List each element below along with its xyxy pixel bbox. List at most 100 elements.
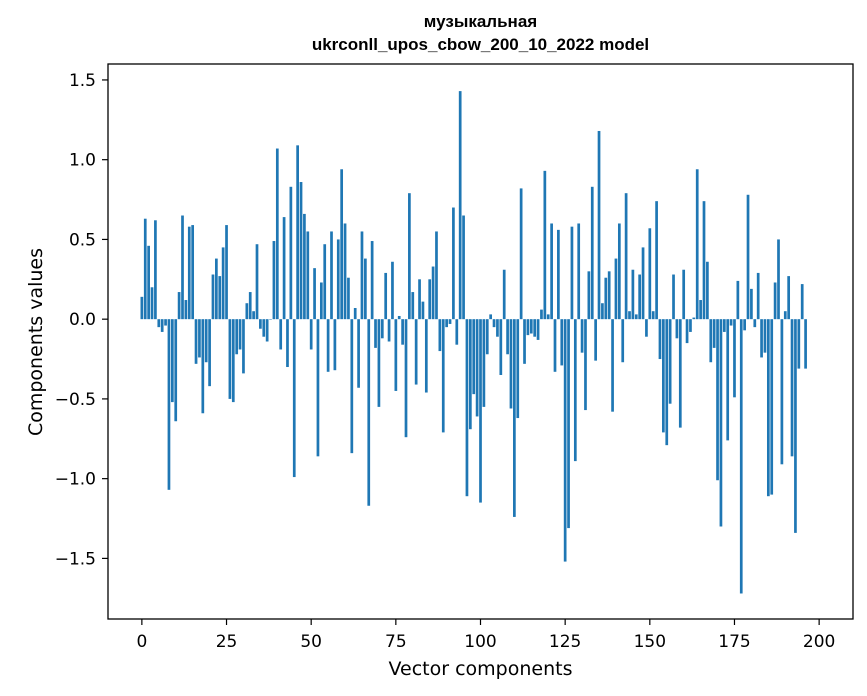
bar-118 — [540, 309, 543, 320]
bar-152 — [655, 201, 658, 320]
bar-40 — [275, 148, 279, 320]
bar-182 — [756, 272, 760, 320]
bar-58 — [336, 239, 340, 320]
bar-87 — [435, 231, 438, 320]
bar-55 — [326, 319, 330, 372]
bar-151 — [651, 311, 655, 320]
bar-129 — [577, 223, 581, 320]
bar-39 — [272, 241, 276, 320]
bar-75 — [394, 319, 398, 391]
bar-19 — [204, 319, 208, 363]
bar-9 — [170, 319, 174, 403]
bar-17 — [198, 319, 201, 358]
bar-176 — [736, 280, 740, 320]
bar-134 — [594, 319, 597, 361]
bar-28 — [235, 319, 239, 355]
bar-36 — [262, 319, 266, 337]
bar-191 — [787, 276, 791, 320]
bar-100 — [479, 319, 482, 503]
bar-29 — [238, 319, 242, 350]
bar-33 — [252, 311, 255, 320]
bar-13 — [184, 300, 188, 320]
bar-195 — [800, 284, 804, 320]
x-tick-label: 175 — [718, 632, 750, 652]
bar-4 — [154, 220, 157, 320]
x-tick-label: 25 — [216, 632, 238, 652]
bar-187 — [773, 282, 777, 320]
bar-76 — [397, 315, 401, 320]
bar-88 — [438, 319, 442, 352]
bar-83 — [421, 301, 425, 320]
y-tick-label: 1.5 — [69, 71, 96, 91]
bar-135 — [597, 130, 601, 320]
bar-59 — [340, 169, 344, 320]
bar-166 — [702, 201, 706, 320]
bar-109 — [509, 319, 513, 409]
bar-122 — [553, 319, 557, 372]
bar-113 — [523, 319, 526, 364]
bar-184 — [763, 319, 767, 353]
bar-145 — [631, 269, 635, 320]
bar-44 — [289, 186, 293, 320]
bar-30 — [242, 319, 245, 374]
bar-23 — [218, 276, 222, 320]
bar-119 — [543, 170, 547, 320]
bar-196 — [804, 319, 807, 369]
bar-153 — [658, 319, 662, 360]
bar-178 — [743, 319, 746, 331]
x-tick-label: 75 — [385, 632, 407, 652]
bar-155 — [665, 319, 669, 446]
bar-37 — [265, 319, 269, 342]
x-axis-ticks: 0 25 50 75 100 125 150 175 200 — [136, 619, 835, 652]
y-tick-label: −1.5 — [55, 549, 96, 569]
bar-179 — [746, 194, 750, 320]
bar-32 — [248, 292, 252, 320]
bar-52 — [316, 319, 320, 457]
chart-title-line-2: ukrconll_upos_cbow_200_10_2022 model — [311, 35, 650, 54]
chart-title-line-1: музыкальная — [423, 12, 538, 31]
bar-25 — [225, 225, 228, 320]
bar-53 — [319, 282, 323, 320]
y-axis-label: Components values — [25, 247, 47, 437]
bar-173 — [726, 319, 730, 441]
bar-63 — [353, 308, 357, 320]
bar-45 — [292, 319, 296, 478]
bar-42 — [282, 217, 286, 320]
bar-139 — [611, 319, 614, 412]
bar-14 — [187, 226, 191, 320]
bar-74 — [391, 261, 394, 320]
bar-89 — [441, 319, 445, 433]
bar-66 — [364, 258, 367, 320]
bar-54 — [323, 244, 327, 320]
bar-103 — [489, 314, 493, 320]
bar-137 — [604, 277, 608, 320]
y-tick-label: −1.0 — [55, 470, 96, 490]
bar-93 — [455, 319, 459, 345]
bar-120 — [546, 314, 550, 320]
x-tick-label: 50 — [300, 632, 322, 652]
bar-64 — [357, 319, 360, 388]
bar-130 — [580, 319, 584, 353]
bar-138 — [607, 271, 611, 320]
plot-frame — [107, 63, 854, 620]
bar-43 — [286, 319, 289, 368]
bar-189 — [780, 319, 784, 465]
bar-117 — [536, 319, 540, 340]
bar-47 — [299, 182, 303, 320]
bar-46 — [296, 145, 299, 320]
bar-27 — [231, 319, 235, 403]
bar-56 — [330, 231, 333, 320]
bar-136 — [601, 303, 604, 320]
bar-77 — [401, 319, 404, 345]
bar-192 — [790, 319, 794, 457]
bar-8 — [167, 319, 171, 490]
bar-84 — [424, 319, 428, 393]
bar-154 — [662, 319, 665, 433]
bar-73 — [387, 319, 391, 342]
bar-99 — [475, 319, 479, 417]
bar-50 — [309, 319, 313, 350]
bar-159 — [678, 319, 682, 428]
bar-133 — [590, 186, 594, 320]
bar-70 — [377, 319, 381, 407]
bar-126 — [567, 319, 570, 529]
